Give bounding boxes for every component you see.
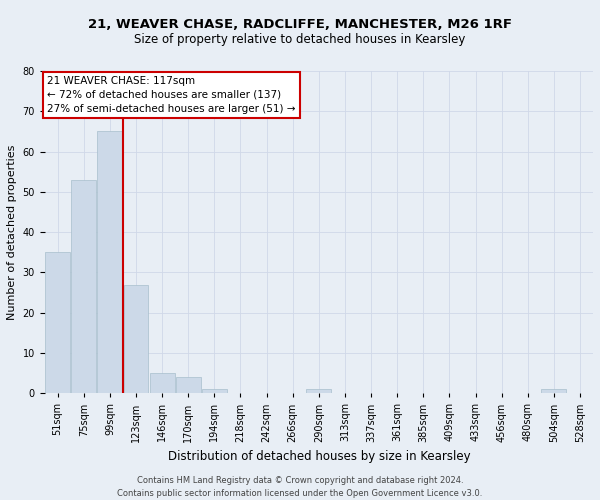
- Bar: [71, 180, 96, 394]
- Bar: [307, 390, 331, 394]
- Y-axis label: Number of detached properties: Number of detached properties: [7, 144, 17, 320]
- Text: 21 WEAVER CHASE: 117sqm
← 72% of detached houses are smaller (137)
27% of semi-d: 21 WEAVER CHASE: 117sqm ← 72% of detache…: [47, 76, 296, 114]
- Bar: [176, 377, 200, 394]
- Bar: [202, 390, 227, 394]
- Text: Size of property relative to detached houses in Kearsley: Size of property relative to detached ho…: [134, 32, 466, 46]
- Bar: [45, 252, 70, 394]
- Bar: [150, 373, 175, 394]
- X-axis label: Distribution of detached houses by size in Kearsley: Distribution of detached houses by size …: [167, 450, 470, 463]
- Bar: [97, 132, 122, 394]
- Text: Contains HM Land Registry data © Crown copyright and database right 2024.
Contai: Contains HM Land Registry data © Crown c…: [118, 476, 482, 498]
- Text: 21, WEAVER CHASE, RADCLIFFE, MANCHESTER, M26 1RF: 21, WEAVER CHASE, RADCLIFFE, MANCHESTER,…: [88, 18, 512, 30]
- Bar: [124, 284, 148, 394]
- Bar: [541, 390, 566, 394]
